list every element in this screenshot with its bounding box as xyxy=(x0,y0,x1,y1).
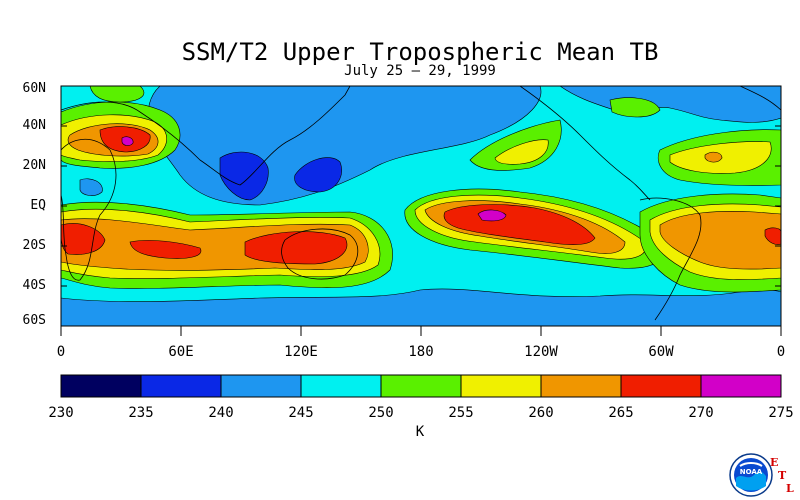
coast-s-america xyxy=(639,197,702,321)
map-title: SSM/T2 Upper Tropospheric Mean TB xyxy=(181,38,659,66)
colorbar-swatch-265 xyxy=(620,374,702,398)
colorbar-label-275: 275 xyxy=(768,405,794,421)
field-red-south-africa xyxy=(61,223,106,255)
field-blue-sw xyxy=(79,178,103,196)
field-red-south-aus xyxy=(244,231,348,265)
lon-label-180: 180 xyxy=(408,344,434,360)
coast-australia xyxy=(281,228,359,280)
coast-africa xyxy=(61,139,117,281)
field-red-atlantic xyxy=(764,227,781,245)
lat-label-20s: 20S xyxy=(22,238,46,253)
lat-label-eq: EQ xyxy=(30,198,46,213)
colorbar-label-260: 260 xyxy=(528,405,554,421)
noaa-logo-text: NOAA xyxy=(740,468,763,476)
colorbar-label-250: 250 xyxy=(368,405,394,421)
field-red-south-mid xyxy=(129,240,202,259)
contour-field xyxy=(61,86,781,326)
lon-label-60w: 60W xyxy=(648,344,674,360)
logo-letter-t: T xyxy=(778,469,787,482)
lon-label-120e: 120E xyxy=(284,344,318,360)
colorbar-label-270: 270 xyxy=(688,405,714,421)
colorbar-swatch-245 xyxy=(300,374,382,398)
map-subtitle: July 25 – 29, 1999 xyxy=(344,63,496,79)
colorbar-swatch-255 xyxy=(460,374,542,398)
lat-ticks xyxy=(61,85,781,327)
colorbar-label-235: 235 xyxy=(128,405,154,421)
field-yellow-npacific xyxy=(494,139,549,165)
colorbar xyxy=(60,374,782,398)
lat-label-20n: 20N xyxy=(22,158,46,173)
logo-letter-e: E xyxy=(770,456,779,469)
field-orange-natlantic xyxy=(704,151,723,163)
colorbar-label-240: 240 xyxy=(208,405,234,421)
noaa-logo: NOAA E T L xyxy=(728,452,798,498)
colorbar-swatch-250 xyxy=(380,374,462,398)
colorbar-units: K xyxy=(415,424,425,440)
field-magenta-pacific xyxy=(477,209,507,222)
field-dark-blue-1 xyxy=(219,151,269,201)
lon-label-120w: 120W xyxy=(524,344,558,360)
colorbar-swatch-235 xyxy=(140,374,222,398)
colorbar-swatch-230 xyxy=(60,374,142,398)
field-blue-north2 xyxy=(559,86,781,123)
field-green-nam xyxy=(609,97,661,118)
lon-label-60e: 60E xyxy=(168,344,194,360)
colorbar-swatch-240 xyxy=(220,374,302,398)
coast-n-america xyxy=(519,86,651,201)
lon-label-0-end: 0 xyxy=(776,344,786,360)
lat-label-60n: 60N xyxy=(22,81,46,96)
coast-eurasia xyxy=(61,86,351,186)
field-orange-atlantic xyxy=(659,211,781,270)
field-dark-blue-2 xyxy=(294,157,342,193)
coastlines xyxy=(61,86,781,321)
lat-label-40s: 40S xyxy=(22,278,46,293)
colorbar-swatch-260 xyxy=(540,374,622,398)
colorbar-swatch-270 xyxy=(700,374,782,398)
colorbar-label-265: 265 xyxy=(608,405,634,421)
noaa-emblem: NOAA xyxy=(729,453,773,497)
field-green-north-africa2 xyxy=(89,86,145,103)
lat-label-60s: 60S xyxy=(22,313,46,328)
colorbar-label-255: 255 xyxy=(448,405,474,421)
lat-label-40n: 40N xyxy=(22,118,46,133)
logo-letter-l: L xyxy=(786,482,794,495)
lon-ticks xyxy=(60,326,782,336)
coast-greenland xyxy=(739,86,781,111)
lon-label-0: 0 xyxy=(56,344,66,360)
colorbar-label-245: 245 xyxy=(288,405,314,421)
field-magenta-nafrica xyxy=(121,136,134,146)
colorbar-label-230: 230 xyxy=(48,405,74,421)
